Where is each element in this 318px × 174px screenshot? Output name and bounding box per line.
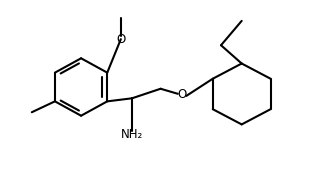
- Text: O: O: [177, 88, 187, 101]
- Text: NH₂: NH₂: [121, 128, 143, 141]
- Text: O: O: [116, 33, 126, 46]
